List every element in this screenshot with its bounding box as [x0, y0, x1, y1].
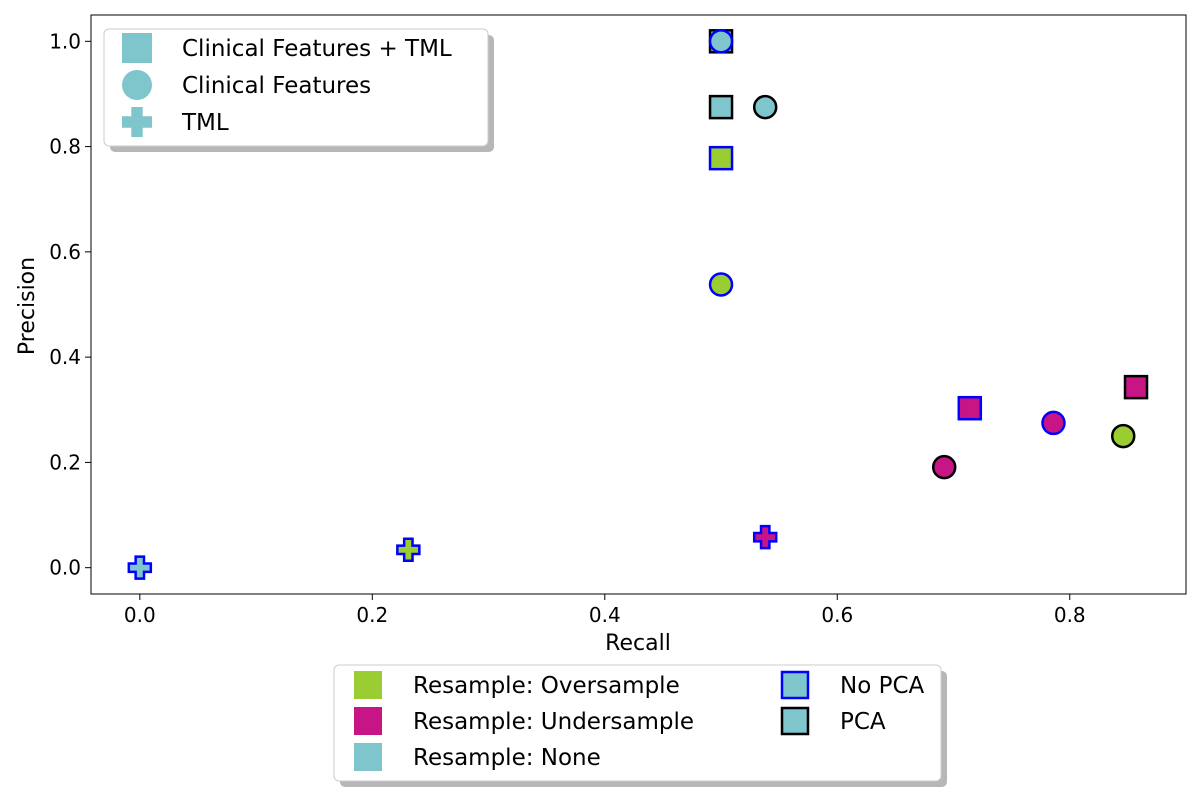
y-tick-label: 0.6 — [49, 240, 81, 264]
data-point-square — [708, 94, 734, 120]
x-tick-label: 0.8 — [1054, 603, 1086, 627]
legend-label: TML — [181, 110, 229, 136]
data-point-square — [957, 395, 983, 421]
y-tick-label: 1.0 — [49, 29, 81, 53]
y-tick-label: 0.2 — [49, 450, 81, 474]
y-axis-label: Precision — [15, 257, 40, 355]
legend-swatch-pca-no-icon — [780, 670, 810, 700]
data-point-circle — [1110, 423, 1136, 449]
x-tick-label: 0.4 — [589, 603, 621, 627]
legend-swatch-oversample-icon — [354, 671, 382, 699]
x-tick-label: 0.2 — [356, 603, 388, 627]
data-point-circle — [752, 94, 778, 120]
x-tick-label: 0.0 — [124, 603, 156, 627]
legend-swatch-undersample-icon — [354, 707, 382, 735]
x-axis-ticks: 0.0 0.2 0.4 0.6 0.8 — [124, 594, 1086, 627]
legend-label: Clinical Features + TML — [182, 36, 452, 62]
legend-marker-plus-icon — [122, 107, 152, 137]
legend-marker-circle-icon — [122, 70, 152, 100]
data-point-square — [1123, 374, 1149, 400]
data-point-circle — [708, 29, 734, 54]
data-point-circle — [708, 272, 734, 297]
legend-label: No PCA — [840, 673, 925, 699]
legend-label: PCA — [840, 709, 886, 735]
data-point-plus — [752, 524, 778, 550]
x-axis-label: Recall — [605, 631, 671, 656]
y-tick-label: 0.4 — [49, 345, 81, 369]
data-point-circle — [1041, 410, 1066, 436]
data-point-plus — [396, 537, 421, 563]
data-point-square — [708, 145, 734, 171]
data-point-plus — [127, 555, 153, 580]
legend-label: Resample: None — [413, 745, 601, 771]
legend-marker-square-icon — [122, 33, 152, 63]
legend-swatch-none-icon — [354, 743, 382, 771]
data-point-circle — [931, 454, 957, 480]
y-tick-label: 0.0 — [49, 556, 81, 580]
data-points — [127, 29, 1149, 580]
y-axis-ticks: 0.0 0.2 0.4 0.6 0.8 1.0 — [49, 29, 91, 580]
legend-swatch-pca-yes-icon — [780, 706, 810, 736]
y-tick-label: 0.8 — [49, 135, 81, 159]
legend-label: Clinical Features — [182, 73, 371, 99]
legend-label: Resample: Undersample — [413, 709, 694, 735]
legend-label: Resample: Oversample — [413, 673, 680, 699]
x-tick-label: 0.6 — [821, 603, 853, 627]
marker-legend: Clinical Features + TML Clinical Features… — [103, 28, 491, 149]
style-legend: Resample: Oversample Resample: Undersampl… — [333, 664, 944, 784]
